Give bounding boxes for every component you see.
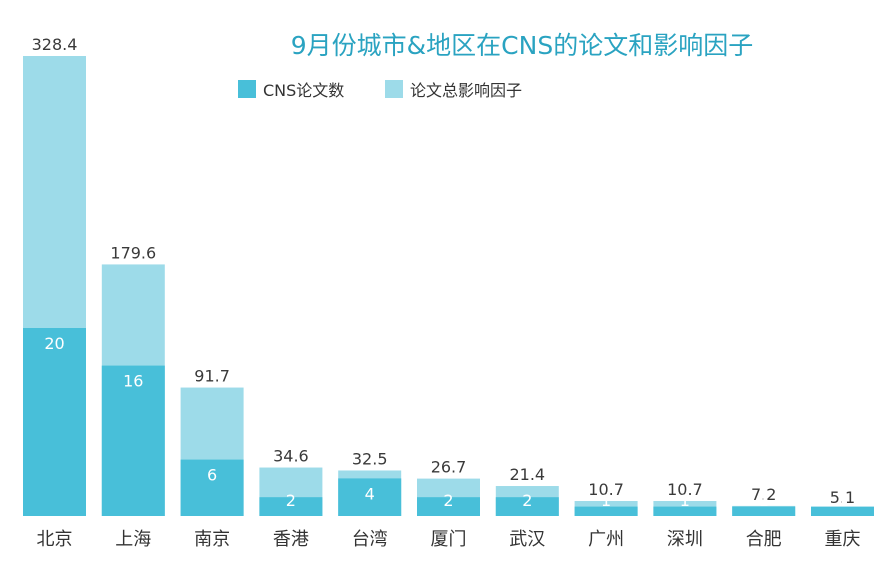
legend-label-papers: CNS论文数 [263, 81, 344, 100]
x-tick-label: 广州 [588, 529, 624, 550]
data-label-papers: 1 [837, 491, 847, 510]
bar-papers [338, 478, 402, 516]
x-tick-label: 厦门 [431, 529, 467, 550]
data-label-impact: 179.6 [110, 243, 156, 262]
data-label-papers: 6 [207, 466, 217, 485]
data-label-impact: 21.4 [509, 465, 545, 484]
bar-papers [811, 506, 874, 516]
data-label-papers: 1 [601, 491, 611, 510]
data-label-impact: 10.7 [667, 480, 703, 499]
data-label-impact: 10.7 [588, 480, 624, 499]
legend-swatch-papers [238, 80, 256, 98]
x-tick-label: 香港 [273, 529, 309, 550]
data-label-papers: 4 [365, 484, 375, 503]
bar-papers [101, 365, 165, 516]
legend-swatch-impact [385, 80, 403, 98]
data-label-papers: 1 [759, 491, 769, 510]
x-tick-label: 重庆 [825, 529, 861, 550]
data-label-impact: 34.6 [273, 447, 309, 466]
x-tick-label: 合肥 [746, 529, 782, 550]
data-label-impact: 91.7 [194, 367, 230, 386]
x-tick-label: 台湾 [352, 529, 388, 550]
chart-title: 9月份城市&地区在CNS的论文和影响因子 [291, 31, 753, 60]
bar-papers [732, 506, 796, 516]
data-label-papers: 20 [44, 334, 64, 353]
data-label-impact: 26.7 [431, 458, 467, 477]
x-tick-label: 上海 [115, 529, 151, 550]
data-label-papers: 1 [680, 491, 690, 510]
bar-papers [180, 459, 244, 516]
data-label-impact: 328.4 [32, 35, 78, 54]
data-label-impact: 7.2 [751, 485, 776, 504]
bar-papers [417, 497, 480, 516]
data-label-papers: 16 [123, 372, 143, 391]
bar-papers [495, 497, 559, 516]
data-label-impact: 5.1 [830, 488, 855, 507]
x-tick-label: 深圳 [667, 529, 703, 550]
data-label-papers: 2 [286, 491, 296, 510]
x-tick-label: 武汉 [509, 529, 545, 550]
x-tick-label: 南京 [194, 529, 230, 550]
bar-papers [259, 497, 323, 516]
data-label-impact: 32.5 [352, 449, 388, 468]
bar-papers [23, 328, 86, 516]
data-label-papers: 2 [522, 491, 532, 510]
legend-label-impact: 论文总影响因子 [410, 81, 522, 100]
legend: CNS论文数 论文总影响因子 [238, 80, 522, 100]
bar-group: 328.4 20 北京 179.6 16 上海 91.7 6 南京 34.6 2 香港 32.5 4 台湾 2… [23, 35, 874, 550]
data-label-papers: 2 [443, 491, 453, 510]
x-tick-label: 北京 [37, 529, 73, 550]
bar-papers [653, 506, 717, 516]
bar-papers [574, 506, 638, 516]
